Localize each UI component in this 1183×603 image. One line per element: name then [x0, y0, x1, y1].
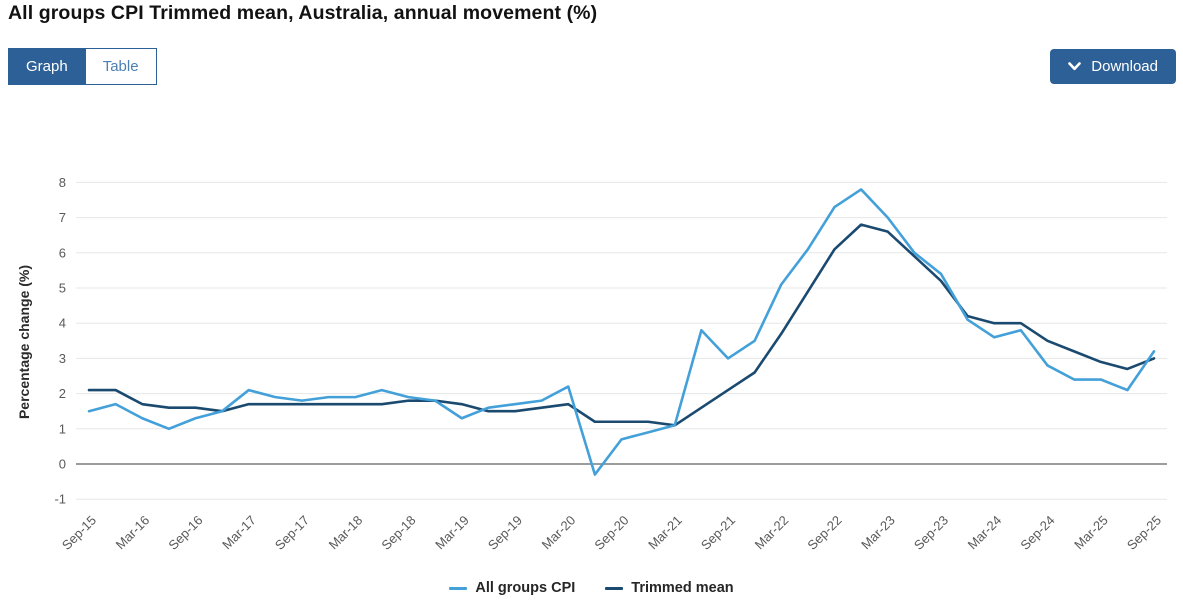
download-button-label: Download [1091, 58, 1158, 75]
y-tick-label: 2 [59, 386, 66, 401]
y-tick-label: 5 [59, 281, 66, 296]
legend-dash-cpi [449, 586, 468, 590]
y-tick-label: 1 [59, 421, 66, 436]
download-button[interactable]: Download [1050, 49, 1176, 84]
y-tick-label: 6 [59, 245, 66, 260]
legend-item-trimmed-mean: Trimmed mean [605, 580, 734, 596]
legend-item-all-groups-cpi: All groups CPI [449, 580, 575, 596]
tab-table[interactable]: Table [84, 49, 156, 84]
series-line-trimmed-mean [87, 223, 1156, 427]
x-tick-label: Sep-19 [485, 513, 525, 553]
series-line-all-groups-cpi [87, 188, 1156, 476]
chart-legend: All groups CPI Trimmed mean [0, 576, 1183, 600]
x-tick-label: Sep-25 [1124, 513, 1164, 553]
legend-label-trimmed-mean: Trimmed mean [631, 580, 734, 596]
x-tick-label: Sep-24 [1017, 513, 1057, 553]
x-tick-label: Mar-17 [219, 513, 259, 553]
y-tick-label: 0 [59, 457, 66, 472]
x-tick-label: Sep-21 [698, 513, 738, 553]
y-tick-label: 4 [59, 316, 66, 331]
chevron-down-icon [1068, 62, 1082, 71]
x-tick-label: Sep-18 [378, 513, 418, 553]
y-tick-label: 7 [59, 210, 66, 225]
x-tick-label: Sep-22 [804, 513, 844, 553]
page-title: All groups CPI Trimmed mean, Australia, … [8, 2, 598, 24]
x-tick-label: Sep-23 [911, 513, 951, 553]
x-tick-label: Sep-15 [59, 513, 99, 553]
x-tick-label: Mar-25 [1071, 513, 1111, 553]
x-tick-label: Mar-16 [113, 513, 153, 553]
y-tick-label: 8 [59, 175, 66, 190]
x-tick-label: Mar-24 [965, 513, 1005, 553]
x-tick-label: Sep-20 [591, 513, 631, 553]
y-tick-label: -1 [54, 492, 66, 507]
x-tick-label: Mar-20 [539, 513, 579, 553]
legend-dash-trimmed-mean [605, 586, 624, 590]
tab-graph[interactable]: Graph [9, 49, 85, 84]
x-tick-label: Sep-17 [272, 513, 312, 553]
x-tick-label: Mar-23 [858, 513, 898, 553]
y-axis-title: Percentage change (%) [16, 265, 32, 419]
legend-label-cpi: All groups CPI [475, 580, 576, 596]
y-tick-label: 3 [59, 351, 66, 366]
x-tick-label: Sep-16 [165, 513, 205, 553]
x-tick-label: Mar-22 [752, 513, 792, 553]
x-tick-label: Mar-18 [326, 513, 366, 553]
graph-table-toggle: Graph Table [8, 48, 157, 85]
x-tick-label: Mar-19 [432, 513, 472, 553]
x-tick-label: Mar-21 [645, 513, 685, 553]
